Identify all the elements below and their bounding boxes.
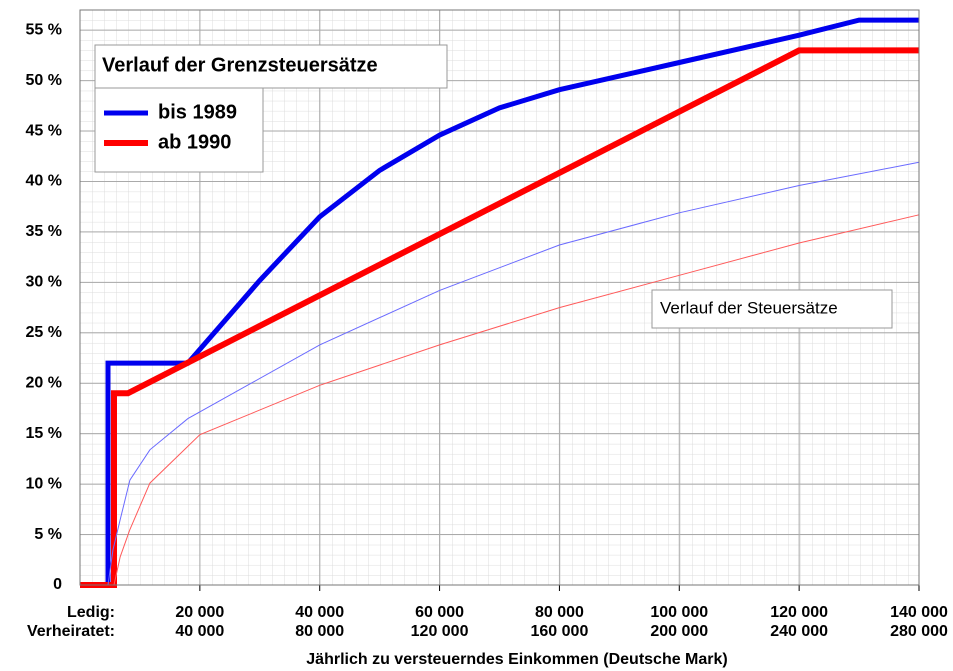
plot-frame: [79, 9, 920, 586]
y-tick-label: 0: [53, 576, 62, 593]
y-tick-label: 25 %: [26, 324, 62, 341]
x2-tick-label: 80 000: [295, 623, 344, 640]
x2-tick-label: 160 000: [531, 623, 589, 640]
y-tick-label: 45 %: [26, 122, 62, 139]
x2-row-label: Verheiratet:: [27, 623, 115, 640]
legend-title-box: [94, 44, 448, 89]
y-tick-label: 20 %: [26, 374, 62, 391]
y-tick-label: 35 %: [26, 223, 62, 240]
x2-tick-label: 120 000: [411, 623, 469, 640]
y-tick-label: 5 %: [34, 526, 62, 543]
x-tick-label: 120 000: [770, 604, 828, 621]
annotation: Verlauf der Steuersätze: [660, 298, 838, 317]
series-line: [80, 17, 919, 588]
y-tick-label: 30 %: [26, 274, 62, 291]
x2-tick-label: 40 000: [175, 623, 224, 640]
series-line: [107, 161, 920, 586]
legend: Verlauf der Grenzsteuersätze bis 1989 ab …: [94, 44, 448, 173]
y-tick-label: 40 %: [26, 173, 62, 190]
legend-box: [94, 87, 264, 173]
x-tick-label: 100 000: [650, 604, 708, 621]
y-tick-label: 10 %: [26, 475, 62, 492]
x-row-label: Ledig:: [67, 604, 115, 621]
x-tick-label: 20 000: [175, 604, 224, 621]
y-tick-label: 55 %: [26, 21, 62, 38]
x2-tick-label: 240 000: [770, 623, 828, 640]
x2-tick-label: 200 000: [650, 623, 708, 640]
y-tick-label: 50 %: [26, 72, 62, 89]
x-axis-label: Jährlich zu versteuerndes Einkommen (Deu…: [306, 651, 727, 668]
legend-label: ab 1990: [158, 131, 231, 153]
x2-tick-label: 280 000: [890, 623, 948, 640]
y-tick-label: 15 %: [26, 425, 62, 442]
x-tick-label: 60 000: [415, 604, 464, 621]
x-tick-label: 140 000: [890, 604, 948, 621]
legend-label: bis 1989: [158, 101, 237, 123]
x-tick-label: 40 000: [295, 604, 344, 621]
annotation-box: [651, 289, 893, 329]
series-line: [113, 214, 920, 586]
legend-title: Verlauf der Grenzsteuersätze: [102, 54, 378, 76]
x-tick-label: 80 000: [535, 604, 584, 621]
